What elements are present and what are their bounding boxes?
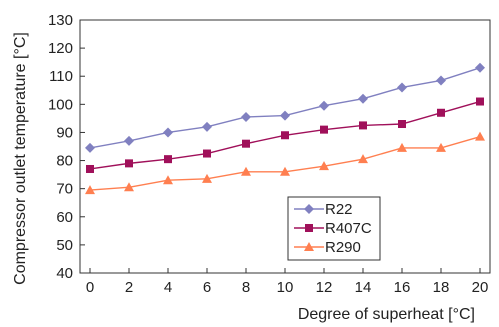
data-point [319,161,329,171]
x-tick-label: 18 [433,279,450,296]
y-tick-label: 40 [56,265,73,282]
data-point [320,125,328,134]
legend-marker [305,224,313,232]
legend-item: R22 [294,201,353,218]
legend-label: R22 [325,201,353,218]
data-point [163,127,173,138]
data-point [359,121,367,130]
data-point [164,155,172,164]
data-point [358,154,368,164]
y-tick-label: 50 [56,237,73,254]
x-tick-label: 10 [277,279,294,296]
data-point [202,121,212,132]
data-point [202,173,212,183]
y-tick-label: 90 [56,124,73,141]
legend-marker [304,204,314,214]
legend: R22 R407C R290 [287,196,381,261]
legend-item: R407C [294,220,372,237]
data-point [476,97,484,106]
x-tick-label: 6 [203,279,211,296]
legend-label: R407C [325,220,372,237]
data-point [280,166,290,176]
data-point [241,166,251,176]
x-tick-label: 12 [316,279,333,296]
x-tick-label: 20 [472,279,489,296]
data-point [85,142,95,153]
data-point [397,82,407,93]
data-point [85,185,95,195]
data-point [475,131,485,141]
series-r290 [85,131,485,195]
data-point [124,135,134,146]
data-point [241,111,251,122]
legend-label: R290 [325,239,361,256]
data-point [358,93,368,104]
data-point [86,164,94,173]
series-line [89,135,481,191]
y-tick-label: 130 [48,12,73,29]
y-tick-label: 120 [48,40,73,57]
data-point [475,62,485,73]
y-tick-label: 80 [56,153,73,170]
legend-marker [304,242,314,251]
series-r407c [86,97,484,173]
series-r22 [85,62,485,153]
data-point [437,108,445,117]
data-point [124,182,134,192]
x-tick-label: 8 [242,279,250,296]
data-point [203,149,211,158]
y-tick-label: 100 [48,96,73,113]
x-tick-label: 16 [394,279,411,296]
legend-items: R22 R407C R290 [294,201,372,256]
data-point [397,142,407,152]
y-tick-label: 110 [49,68,73,85]
x-tick-label: 0 [86,279,94,296]
y-tick-label: 70 [56,181,73,198]
data-point [163,175,173,185]
axes [79,19,491,274]
x-axis-label: Degree of superheat [°C] [298,306,475,323]
data-point [280,110,290,121]
data-point [319,100,329,111]
y-tick-label: 60 [56,209,73,226]
data-point [281,131,289,140]
x-tick-label: 2 [125,279,133,296]
data-point [242,139,250,148]
x-tick-label: 4 [164,279,172,296]
data-point [436,75,446,86]
series [85,62,485,195]
x-tick-label: 14 [355,279,372,296]
legend-item: R290 [294,239,361,256]
y-axis-label: Compressor outlet temperature [°C] [12,32,29,285]
data-point [398,120,406,129]
data-point [125,159,133,168]
plot-frame [79,19,491,274]
data-point [436,142,446,152]
tick-labels: 40 50 60 70 80 90 100 110 120 130 0 2 4 6 8 10 12 14 16 18 2… [48,12,488,296]
